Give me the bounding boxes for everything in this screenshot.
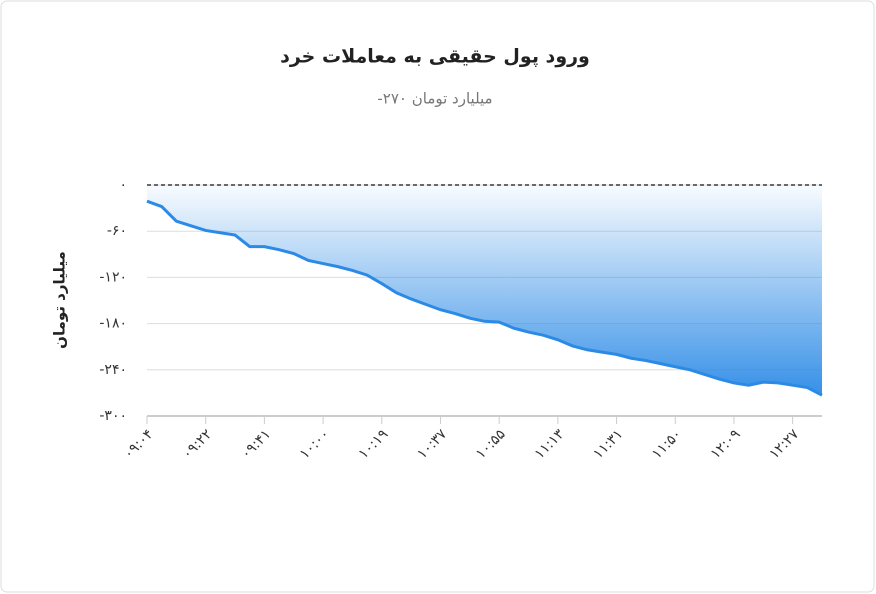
y-tick-label: -۲۴۰ xyxy=(99,362,127,378)
line xyxy=(146,199,823,397)
y-axis-label: میلیارد تومان xyxy=(51,251,69,349)
y-tick-label: ۰ xyxy=(119,177,127,193)
y-tick-label: -۳۰۰ xyxy=(99,408,127,424)
area xyxy=(147,185,822,396)
chart-title: ورود پول حقیقی به معاملات خرد xyxy=(280,46,590,68)
y-tick-label: -۱۸۰ xyxy=(99,316,127,332)
y-tick-label: -۶۰ xyxy=(107,223,127,239)
y-tick-label: -۱۲۰ xyxy=(99,269,127,285)
chart-subtitle: میلیارد تومان ۲۷۰- xyxy=(377,90,492,108)
